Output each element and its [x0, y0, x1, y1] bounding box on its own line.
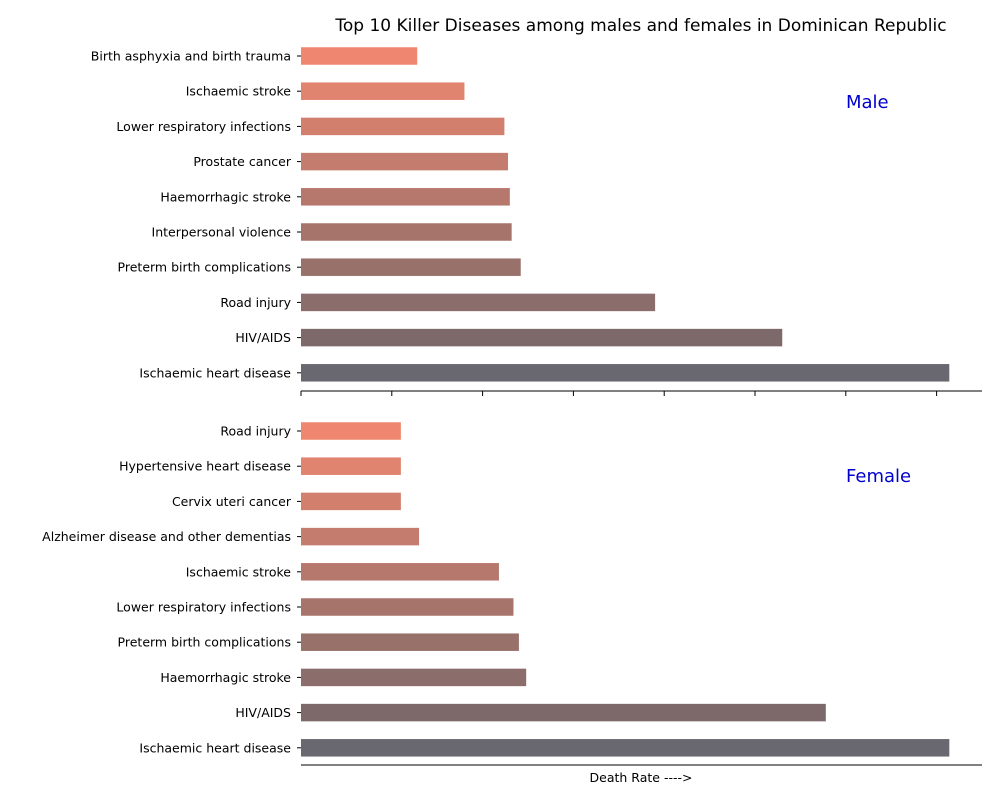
- male-category-label: Lower respiratory infections: [116, 119, 291, 134]
- male-panel: Birth asphyxia and birth trauma Ischaemic…: [91, 47, 982, 396]
- female-category-label: Ischaemic stroke: [186, 564, 292, 579]
- male-bar: [301, 47, 418, 65]
- male-bar: [301, 328, 783, 347]
- female-bar: [301, 739, 950, 757]
- male-category-label: Ischaemic heart disease: [139, 365, 291, 380]
- male-bar: [301, 152, 509, 171]
- female-panel: Road injury Hypertensive heart disease Cer…: [42, 422, 982, 766]
- female-bar: [301, 703, 826, 722]
- male-bar: [301, 258, 521, 276]
- female-bar: [301, 633, 519, 651]
- female-bar: [301, 563, 499, 581]
- female-category-label: HIV/AIDS: [235, 705, 291, 720]
- male-panel-label: Male: [846, 92, 889, 113]
- female-panel-label: Female: [846, 466, 911, 487]
- female-bar: [301, 492, 401, 511]
- female-category-label: Haemorrhagic stroke: [160, 670, 291, 685]
- female-bar: [301, 422, 401, 440]
- female-category-label: Road injury: [220, 424, 291, 439]
- female-category-label: Ischaemic heart disease: [139, 740, 291, 755]
- male-category-label: Haemorrhagic stroke: [160, 189, 291, 204]
- male-bar: [301, 82, 465, 100]
- chart-title: Top 10 Killer Diseases among males and f…: [334, 16, 946, 36]
- male-category-label: Road injury: [220, 295, 291, 310]
- male-category-label: Interpersonal violence: [152, 225, 292, 240]
- female-bar: [301, 457, 401, 475]
- female-bar: [301, 668, 527, 687]
- male-category-label: Prostate cancer: [193, 154, 291, 169]
- female-bar: [301, 527, 420, 546]
- male-bar: [301, 364, 950, 382]
- female-category-label: Alzheimer disease and other dementias: [42, 529, 291, 544]
- female-category-label: Hypertensive heart disease: [119, 459, 291, 474]
- male-category-label: HIV/AIDS: [235, 330, 291, 345]
- male-bar: [301, 188, 510, 206]
- female-bar: [301, 598, 514, 616]
- male-category-label: Birth asphyxia and birth trauma: [91, 49, 291, 64]
- male-bar: [301, 117, 505, 136]
- female-category-label: Cervix uteri cancer: [172, 494, 292, 509]
- female-category-label: Lower respiratory infections: [116, 600, 291, 615]
- male-category-label: Ischaemic stroke: [186, 84, 292, 99]
- male-bar: [301, 223, 512, 241]
- x-axis-label: Death Rate ---->: [590, 770, 693, 785]
- male-category-label: Preterm birth complications: [118, 260, 291, 275]
- male-bar: [301, 293, 656, 312]
- female-category-label: Preterm birth complications: [118, 635, 291, 650]
